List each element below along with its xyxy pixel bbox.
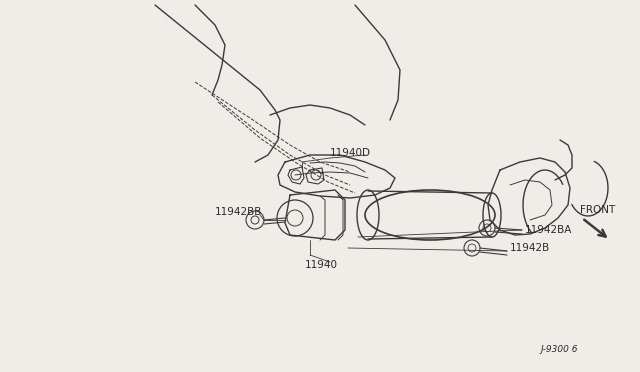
Text: 11942B: 11942B (510, 243, 550, 253)
Text: 11942BA: 11942BA (525, 225, 572, 235)
Text: FRONT: FRONT (580, 205, 615, 215)
Text: 11942BB: 11942BB (215, 207, 262, 217)
Text: J-9300 6: J-9300 6 (540, 346, 577, 355)
Text: 11940: 11940 (305, 260, 338, 270)
Text: 11940D: 11940D (330, 148, 371, 158)
